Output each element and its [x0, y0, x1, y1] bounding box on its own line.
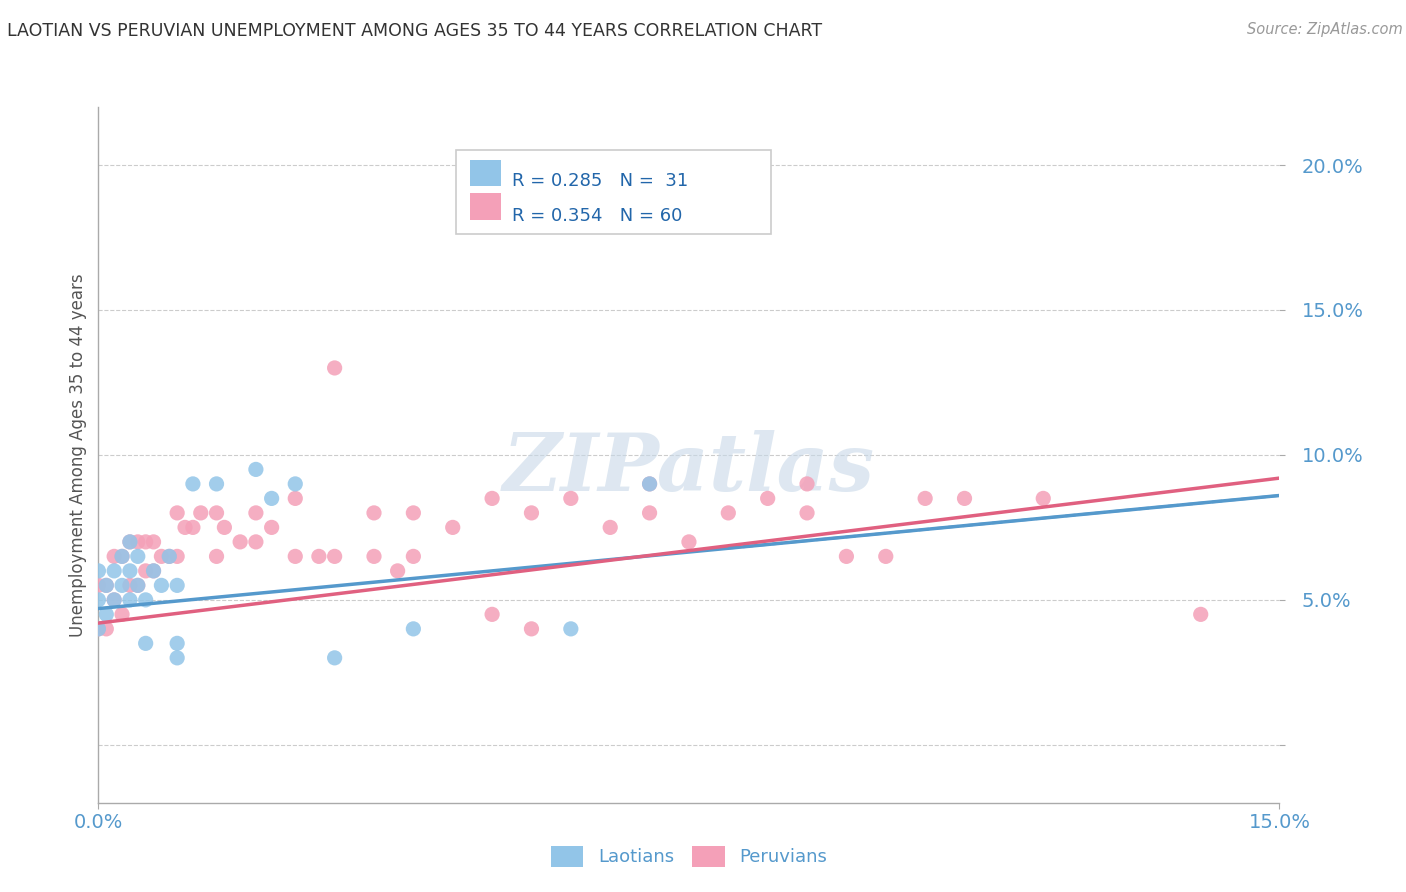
Point [245, 506, 267, 520]
Point [796, 506, 818, 520]
Point [190, 506, 212, 520]
Point [87, 564, 110, 578]
Point [953, 491, 976, 506]
Point [111, 549, 134, 564]
Point [402, 549, 425, 564]
Y-axis label: Unemployment Among Ages 35 to 44 years: Unemployment Among Ages 35 to 44 years [69, 273, 87, 637]
Point [560, 622, 582, 636]
Point [118, 592, 141, 607]
Point [205, 476, 228, 491]
Point [402, 622, 425, 636]
Point [284, 491, 307, 506]
Point [599, 520, 621, 534]
Point [96, 607, 118, 622]
Point [260, 491, 283, 506]
Point [103, 592, 125, 607]
Point [157, 549, 180, 564]
Point [181, 520, 204, 534]
Point [127, 549, 149, 564]
Point [308, 549, 330, 564]
Point [481, 491, 503, 506]
Point [214, 520, 236, 534]
Point [363, 549, 385, 564]
Point [835, 549, 858, 564]
Point [560, 491, 582, 506]
Point [135, 534, 157, 549]
Point [717, 506, 740, 520]
Point [87, 622, 110, 636]
Point [260, 520, 283, 534]
Point [205, 549, 228, 564]
Point [135, 564, 157, 578]
Point [111, 578, 134, 592]
Point [135, 636, 157, 650]
Point [118, 534, 141, 549]
Point [441, 520, 464, 534]
Point [166, 651, 188, 665]
Point [245, 462, 267, 476]
Point [166, 506, 188, 520]
Point [111, 549, 134, 564]
Point [87, 622, 110, 636]
Point [166, 578, 188, 592]
Point [96, 622, 118, 636]
Point [205, 506, 228, 520]
Text: Source: ZipAtlas.com: Source: ZipAtlas.com [1247, 22, 1403, 37]
Point [150, 549, 173, 564]
Point [678, 534, 700, 549]
Point [118, 534, 141, 549]
Point [796, 476, 818, 491]
Point [181, 476, 204, 491]
Point [127, 578, 149, 592]
Point [363, 506, 385, 520]
Point [174, 520, 197, 534]
Point [638, 476, 661, 491]
Point [135, 592, 157, 607]
Point [111, 607, 134, 622]
Point [142, 534, 165, 549]
Point [96, 578, 118, 592]
Point [118, 564, 141, 578]
Point [756, 491, 779, 506]
Point [638, 506, 661, 520]
Point [638, 476, 661, 491]
Point [323, 549, 346, 564]
Point [875, 549, 897, 564]
Point [1189, 607, 1212, 622]
Point [1032, 491, 1054, 506]
Text: R = 0.285   N =  31: R = 0.285 N = 31 [512, 172, 689, 190]
Point [150, 578, 173, 592]
Point [103, 564, 125, 578]
Point [166, 549, 188, 564]
Point [127, 578, 149, 592]
Point [157, 549, 180, 564]
Point [87, 592, 110, 607]
Point [387, 564, 409, 578]
Point [402, 506, 425, 520]
Text: R = 0.354   N = 60: R = 0.354 N = 60 [512, 207, 682, 225]
Point [323, 361, 346, 376]
Point [520, 622, 543, 636]
Text: LAOTIAN VS PERUVIAN UNEMPLOYMENT AMONG AGES 35 TO 44 YEARS CORRELATION CHART: LAOTIAN VS PERUVIAN UNEMPLOYMENT AMONG A… [7, 22, 823, 40]
Point [520, 506, 543, 520]
Point [87, 578, 110, 592]
Point [96, 578, 118, 592]
Point [914, 491, 936, 506]
Legend: Laotians, Peruvians: Laotians, Peruvians [544, 838, 834, 874]
Point [284, 549, 307, 564]
Point [245, 534, 267, 549]
Point [142, 564, 165, 578]
Point [481, 607, 503, 622]
Text: ZIPatlas: ZIPatlas [503, 430, 875, 508]
Point [142, 564, 165, 578]
Point [103, 592, 125, 607]
Point [323, 651, 346, 665]
Point [166, 636, 188, 650]
Point [103, 549, 125, 564]
Point [127, 534, 149, 549]
Point [284, 476, 307, 491]
Point [118, 578, 141, 592]
Point [229, 534, 252, 549]
